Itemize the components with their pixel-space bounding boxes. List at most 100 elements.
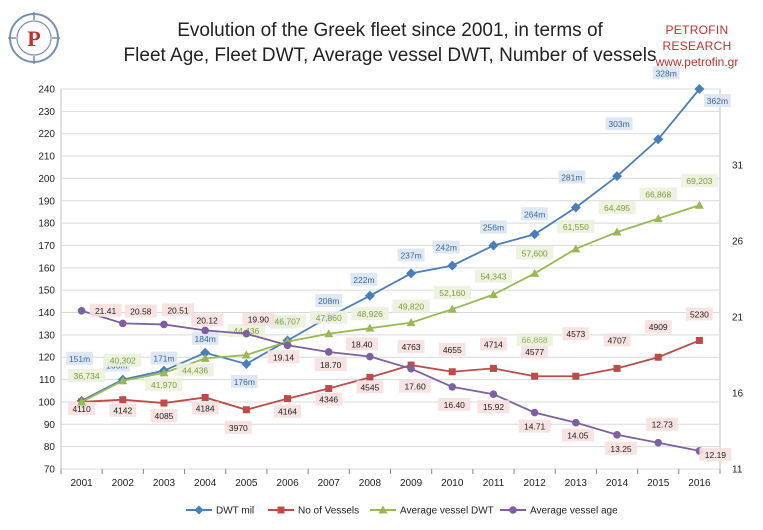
data-label-bg — [191, 331, 219, 345]
y-right-tick-label: 31 — [732, 161, 744, 172]
petrofin-logo: P — [8, 12, 60, 64]
data-label: 176m — [234, 377, 255, 387]
data-label-bg — [432, 240, 460, 254]
data-label-bg — [314, 357, 347, 371]
data-point-triangle — [488, 290, 498, 299]
data-label: 54,343 — [480, 272, 506, 282]
data-label-bg — [315, 392, 343, 406]
data-label: 4909 — [649, 322, 668, 332]
data-point-square — [531, 372, 539, 380]
y-left-tick-label: 70 — [44, 465, 56, 476]
data-label: 66,868 — [522, 335, 548, 345]
data-point-circle — [448, 383, 457, 391]
data-label: 4655 — [443, 345, 462, 355]
data-point-circle — [201, 326, 209, 335]
y-right-tick-label: 11 — [732, 465, 743, 476]
data-point-circle — [407, 364, 415, 373]
plot-area — [60, 88, 721, 470]
data-label: 12.73 — [652, 420, 674, 430]
data-point-triangle — [241, 350, 251, 359]
data-label: 208m — [318, 296, 339, 306]
data-point-square — [325, 385, 333, 393]
data-label-bg — [68, 401, 95, 415]
y-left-tick-label: 160 — [38, 263, 55, 274]
data-label: 4577 — [525, 347, 544, 357]
data-label-bg — [230, 374, 258, 388]
y-left-tick-label: 210 — [38, 152, 55, 163]
data-label: 40,302 — [110, 356, 136, 366]
y-left-tick-label: 200 — [38, 174, 55, 185]
data-label: 21.41 — [95, 306, 117, 316]
legend-label: DWT mil — [216, 506, 254, 517]
data-label-bg — [145, 377, 183, 391]
x-tick-label: 2011 — [483, 478, 505, 489]
data-point-diamond — [570, 202, 581, 213]
data-label: 4763 — [402, 342, 421, 352]
data-label-bg — [397, 248, 425, 262]
data-point-triangle — [653, 214, 663, 223]
title-line-1: Evolution of the Greek fleet since 2001,… — [177, 20, 603, 41]
x-tick-label: 2006 — [276, 478, 299, 489]
x-tick-label: 2003 — [153, 478, 176, 489]
data-point-triangle — [694, 200, 704, 209]
data-label-bg — [680, 174, 719, 188]
y-left-tick-label: 230 — [38, 107, 55, 118]
data-label-bg — [350, 272, 378, 286]
data-point-triangle — [447, 304, 457, 313]
y-left-tick-label: 170 — [38, 241, 55, 252]
data-label: 20.51 — [167, 305, 189, 315]
y-right-tick-label: 21 — [732, 313, 744, 324]
data-label-bg — [191, 401, 219, 415]
data-label: 362m — [707, 96, 728, 106]
data-point-square — [201, 393, 209, 401]
data-point-square — [448, 368, 456, 376]
data-label-bg — [150, 409, 178, 423]
y-left-tick-label: 190 — [38, 196, 55, 207]
data-label: 41,970 — [151, 380, 177, 390]
data-label: 36,734 — [74, 371, 100, 381]
data-label-bg — [562, 327, 590, 341]
data-label-bg — [652, 66, 680, 80]
data-label: 151m — [69, 354, 90, 364]
y-right-tick-label: 16 — [732, 389, 744, 400]
data-label: 256m — [483, 222, 504, 232]
data-point-square — [695, 336, 703, 344]
y-left-tick-label: 110 — [39, 375, 55, 386]
x-tick-label: 2004 — [194, 478, 217, 489]
data-label-bg — [605, 117, 633, 131]
data-label: 52,160 — [439, 288, 465, 298]
data-label: 14.71 — [524, 422, 546, 432]
y-left-tick-label: 90 — [44, 420, 56, 431]
data-label-bg — [124, 304, 157, 318]
data-label: 15.92 — [483, 402, 505, 412]
data-label-bg — [558, 170, 586, 184]
data-point-square — [242, 406, 250, 414]
x-tick-label: 2007 — [318, 478, 341, 489]
data-label: 19.14 — [273, 352, 295, 362]
data-point-square — [654, 353, 662, 361]
data-label: 64,495 — [604, 203, 630, 213]
data-label: 4110 — [72, 404, 91, 414]
legend-marker — [509, 506, 517, 514]
y-left-tick-label: 130 — [38, 330, 55, 341]
data-point-diamond — [653, 134, 664, 145]
legend-label: Average vessel DWT — [400, 506, 494, 517]
data-label-bg — [603, 333, 631, 347]
data-label: 4142 — [113, 406, 132, 416]
data-label: 18.40 — [351, 340, 373, 350]
data-point-triangle — [200, 353, 210, 362]
data-label: 66,868 — [645, 190, 671, 200]
data-point-diamond — [612, 171, 623, 182]
data-point-triangle — [571, 244, 581, 253]
data-label: 14.05 — [567, 431, 589, 441]
data-label-bg — [191, 313, 224, 327]
data-label-bg — [704, 94, 731, 107]
data-label-bg — [516, 333, 553, 347]
data-point-square — [119, 396, 127, 404]
x-tick-label: 2014 — [606, 478, 629, 489]
data-label: 4164 — [278, 407, 297, 417]
data-label-bg — [477, 400, 510, 414]
legend-marker — [194, 505, 204, 515]
data-label: 242m — [436, 243, 457, 253]
